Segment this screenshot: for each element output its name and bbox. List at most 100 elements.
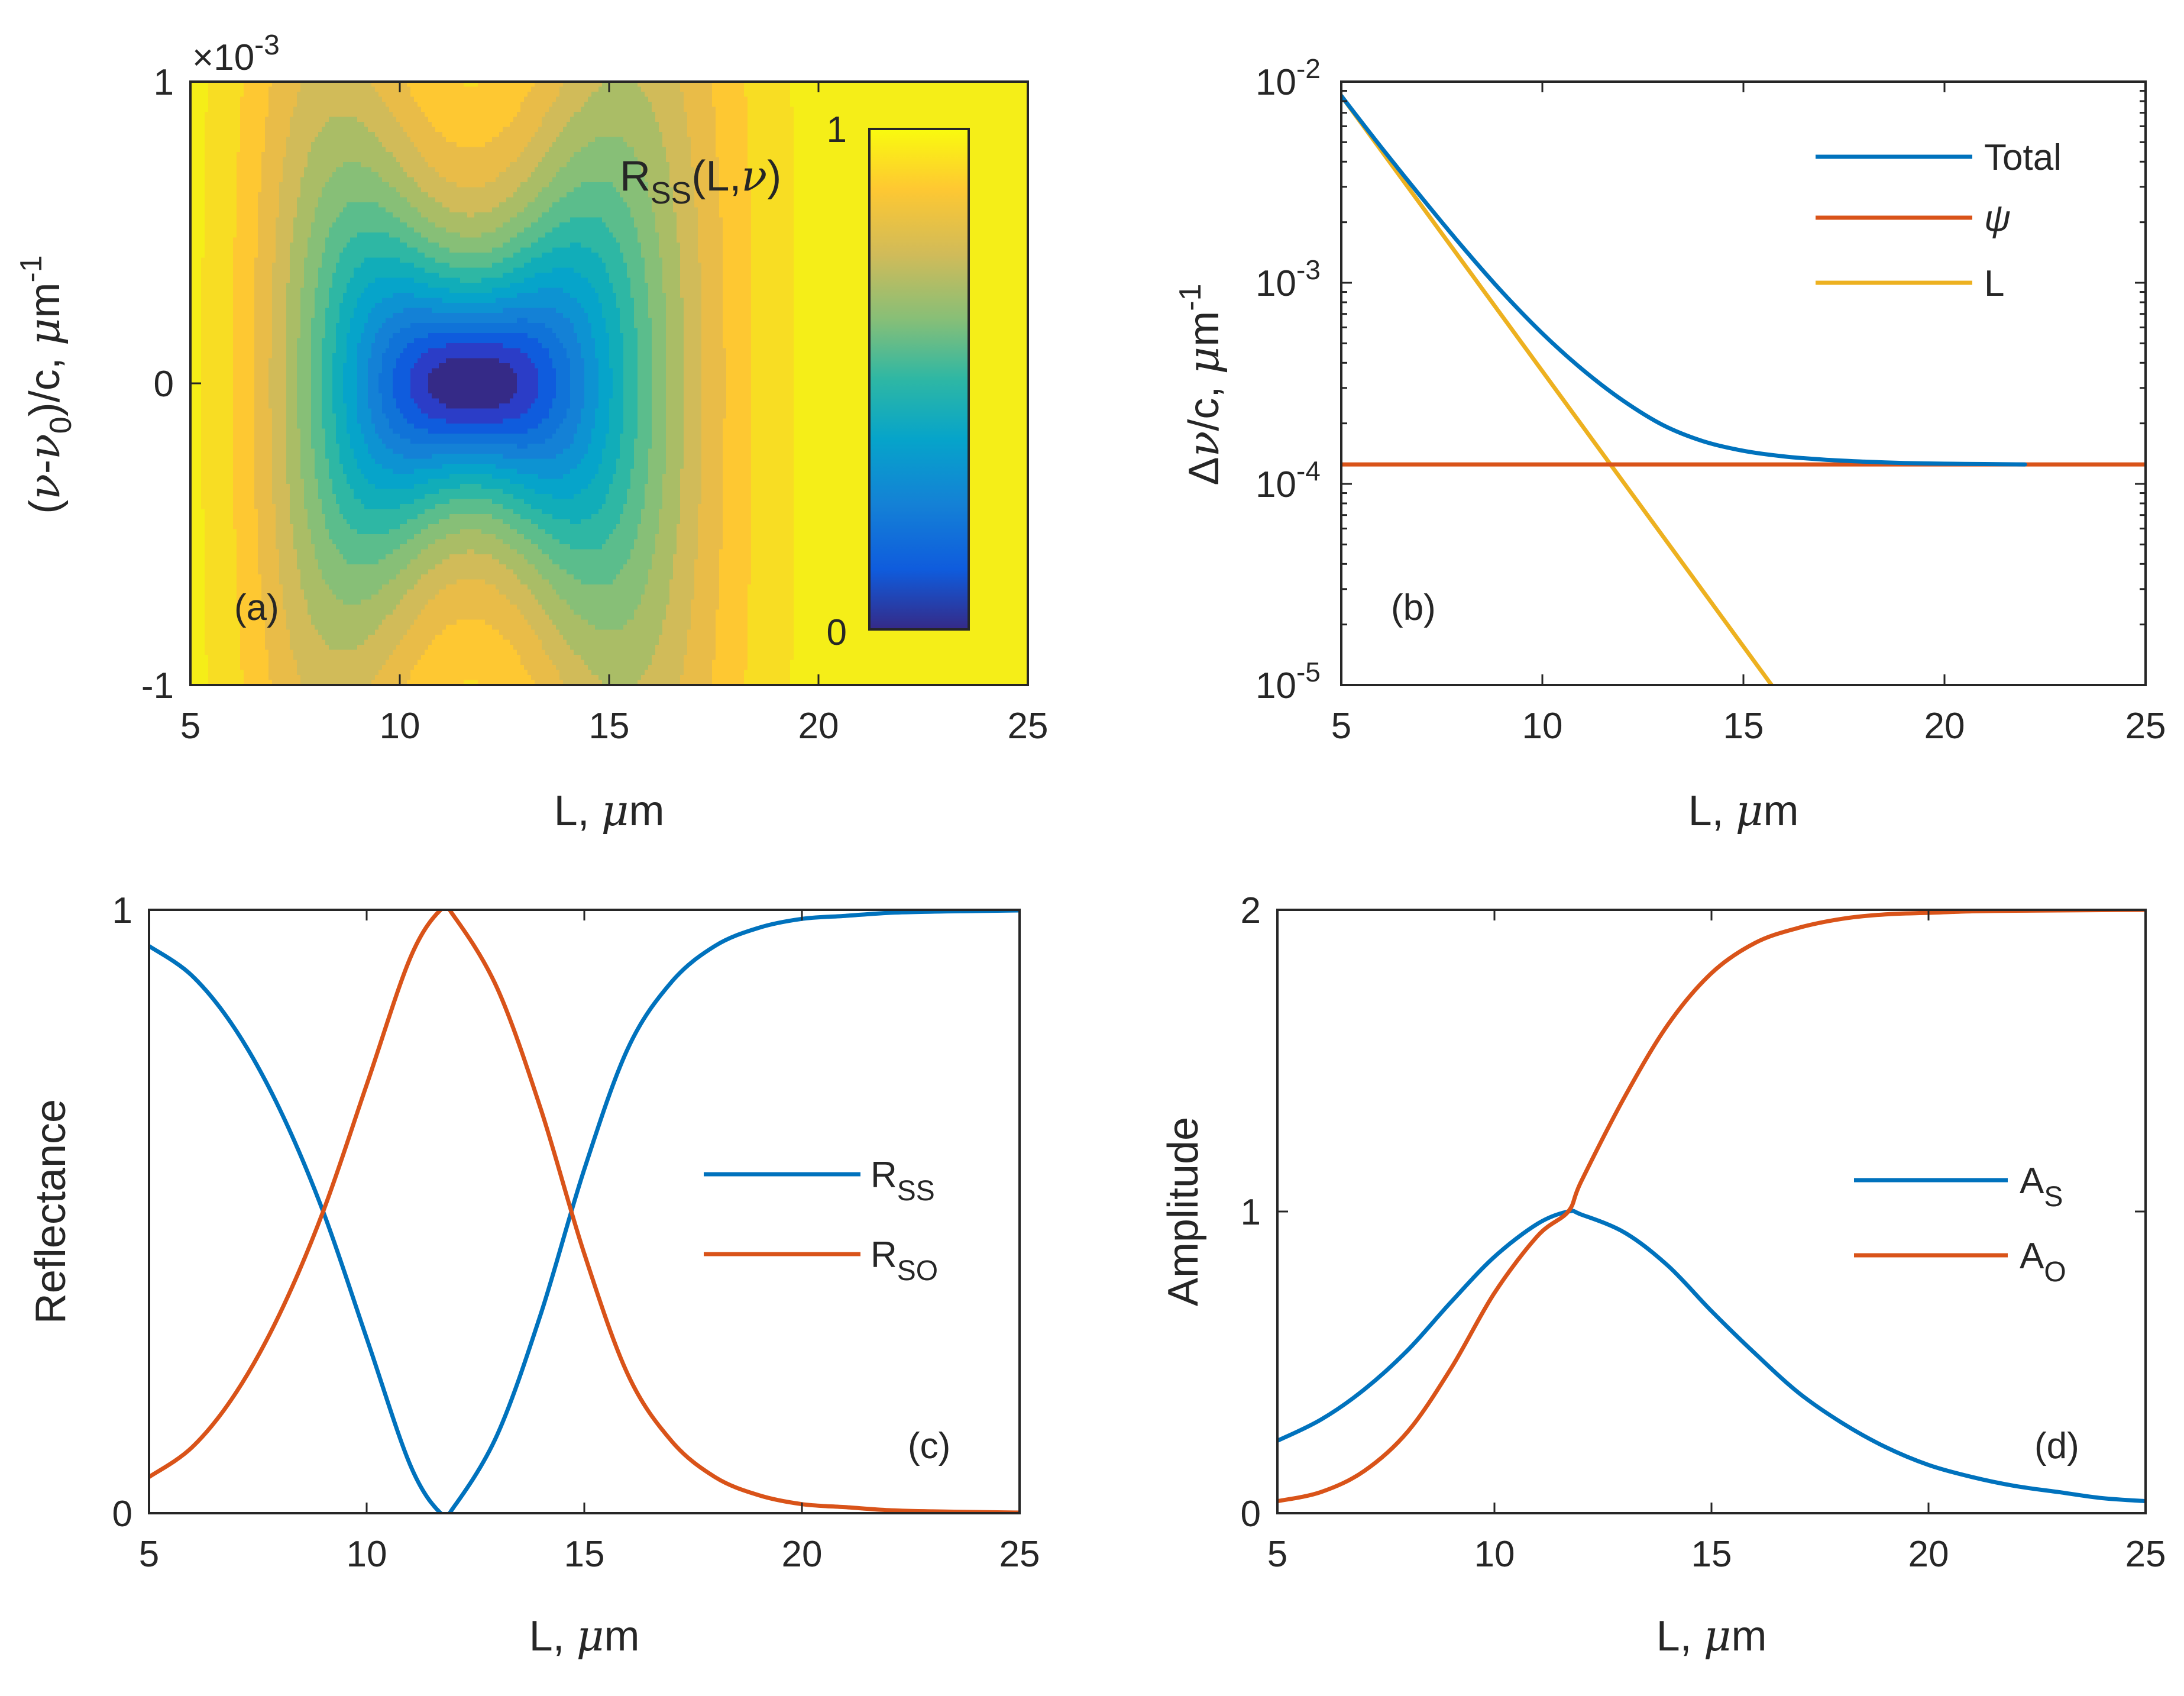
heatmap-cell [723, 92, 727, 97]
heatmap-cell [233, 87, 237, 92]
heatmap-cell [787, 87, 791, 92]
heatmap-cell [520, 92, 525, 97]
heatmap-cell [928, 97, 933, 102]
heatmap-cell [751, 102, 755, 107]
heatmap-cell [911, 87, 915, 92]
heatmap-cell [208, 107, 212, 112]
heatmap-cell [985, 87, 989, 92]
heatmap-cell [914, 92, 918, 97]
heatmap-cell [258, 92, 262, 97]
heatmap-cell [811, 87, 816, 92]
heatmap-cell [797, 102, 801, 107]
heatmap-cell [666, 87, 670, 92]
heatmap-cell [460, 102, 464, 107]
heatmap-cell [567, 102, 571, 107]
heatmap-cell [609, 92, 613, 97]
heatmap-cell [1017, 97, 1021, 102]
heatmap-cell [556, 102, 560, 107]
heatmap-cell [265, 102, 269, 107]
heatmap-cell [982, 92, 986, 97]
heatmap-cell [563, 102, 567, 107]
heatmap-cell [921, 87, 926, 92]
heatmap-cell [265, 92, 269, 97]
heatmap-cell [499, 97, 503, 102]
heatmap-cell [854, 92, 858, 97]
heatmap-cell [687, 87, 691, 92]
heatmap-cell [950, 97, 954, 102]
heatmap-cell [648, 87, 652, 92]
heatmap-cell [375, 92, 379, 97]
heatmap-cell [453, 92, 457, 97]
heatmap-cell [528, 87, 532, 92]
heatmap-cell [517, 102, 521, 107]
heatmap-cell [893, 102, 897, 107]
heatmap-cell [449, 92, 454, 97]
heatmap-cell [400, 92, 404, 97]
heatmap-cell [634, 102, 638, 107]
heatmap-cell [265, 107, 269, 112]
heatmap-cell [684, 87, 688, 92]
heatmap-cell [474, 97, 478, 102]
heatmap-cell [673, 102, 677, 107]
heatmap-cell [989, 97, 993, 102]
heatmap-cell [347, 92, 351, 97]
heatmap-cell [513, 97, 517, 102]
heatmap-cell [435, 87, 439, 92]
heatmap-cell [708, 102, 713, 107]
heatmap-cell [247, 102, 251, 107]
heatmap-cell [467, 97, 471, 102]
heatmap-cell [755, 92, 759, 97]
heatmap-cell [914, 102, 918, 107]
heatmap-cell [811, 102, 816, 107]
heatmap-cell [598, 92, 603, 97]
heatmap-cell [904, 97, 908, 102]
heatmap-cell [744, 97, 748, 102]
heatmap-cell [996, 87, 1000, 92]
heatmap-cell [325, 87, 329, 92]
heatmap-cell [382, 97, 386, 102]
heatmap-cell [389, 97, 393, 102]
heatmap-cell [680, 97, 684, 102]
heatmap-cell [822, 87, 826, 92]
heatmap-cell [510, 97, 514, 102]
heatmap-cell [904, 92, 908, 97]
heatmap-cell [339, 102, 344, 107]
heatmap-cell [407, 97, 411, 102]
heatmap-cell [797, 97, 801, 102]
heatmap-cell [623, 87, 627, 92]
heatmap-cell [758, 87, 762, 92]
heatmap-cell [304, 92, 308, 97]
heatmap-cell [790, 92, 794, 97]
heatmap-cell [889, 102, 894, 107]
heatmap-cell [662, 92, 666, 97]
heatmap-cell [478, 92, 482, 97]
heatmap-cell [510, 92, 514, 97]
heatmap-cell [620, 92, 624, 97]
heatmap-cell [449, 87, 454, 92]
heatmap-cell [808, 97, 812, 102]
heatmap-cell [794, 97, 798, 102]
heatmap-cell [265, 87, 269, 92]
heatmap-cell [315, 97, 319, 102]
heatmap-cell [911, 97, 915, 102]
heatmap-cell [538, 92, 542, 97]
heatmap-cell [332, 92, 337, 97]
heatmap-cell [921, 92, 926, 97]
heatmap-cell [616, 102, 620, 107]
heatmap-cell [687, 97, 691, 102]
heatmap-cell [946, 97, 950, 102]
heatmap-cell [794, 102, 798, 107]
heatmap-cell [914, 97, 918, 102]
heatmap-cell [435, 102, 439, 107]
heatmap-cell [932, 87, 936, 92]
heatmap-cell [481, 92, 486, 97]
heatmap-cell [549, 92, 553, 97]
heatmap-cell [907, 97, 911, 102]
heatmap-cell [325, 92, 329, 97]
heatmap-cell [595, 102, 599, 107]
heatmap-cell [364, 102, 368, 107]
heatmap-cell [904, 87, 908, 92]
heatmap-cell [716, 102, 720, 107]
heatmap-cell [229, 107, 234, 112]
heatmap-cell [911, 102, 915, 107]
